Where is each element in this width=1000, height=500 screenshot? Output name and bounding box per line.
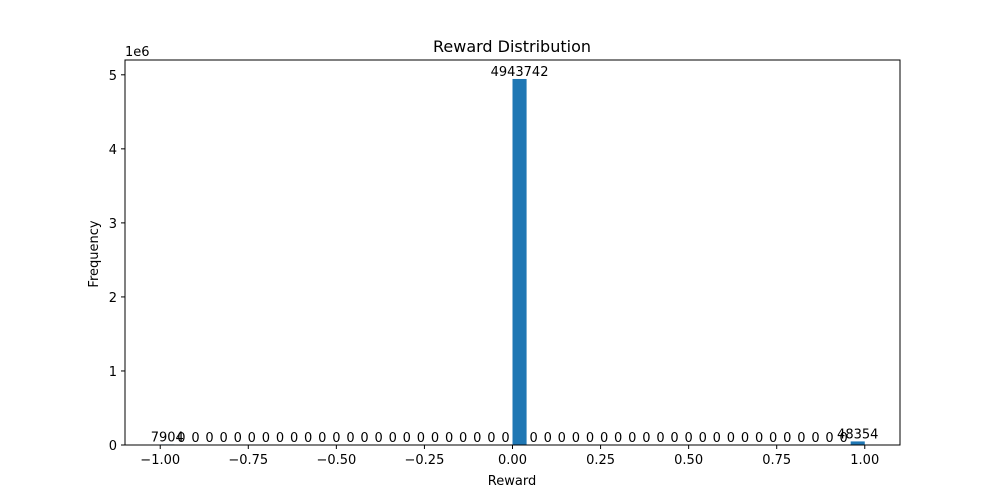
x-tick-label: −1.00 — [140, 453, 180, 468]
y-axis: 0 1 2 3 4 5 — [109, 69, 125, 454]
bar-value-label: 0 — [389, 431, 397, 446]
bar-value-label: 0 — [544, 431, 552, 446]
bar-value-label: 0 — [839, 431, 847, 446]
bar-value-label: 0 — [769, 431, 777, 446]
bar-value-label: 0 — [727, 431, 735, 446]
bar-value-label: 0 — [783, 431, 791, 446]
y-axis-scale-label: 1e6 — [125, 45, 150, 60]
bar — [850, 441, 865, 445]
bar-value-label: 0 — [572, 431, 580, 446]
plot-frame — [124, 59, 901, 446]
bar-value-label: 7904 — [151, 430, 184, 445]
bar-value-label: 0 — [684, 431, 692, 446]
x-axis-label: Reward — [488, 474, 536, 489]
x-axis: −1.00 −0.75 −0.50 −0.25 0.00 0.25 0.50 0.75 1.00 — [140, 445, 879, 468]
bar-value-label: 4943742 — [491, 65, 549, 80]
bar-value-label: 0 — [797, 431, 805, 446]
bar-value-label: 0 — [431, 431, 439, 446]
x-tick-label: −0.25 — [405, 453, 445, 468]
bars — [160, 78, 865, 445]
bar-value-label: 0 — [205, 431, 213, 446]
bar-value-label: 0 — [332, 431, 340, 446]
x-tick-label: 1.00 — [850, 453, 879, 468]
bar-value-label: 0 — [501, 431, 509, 446]
x-tick-label: 0.75 — [762, 453, 791, 468]
bar-value-label: 0 — [670, 431, 678, 446]
y-axis-label: Frequency — [87, 220, 102, 287]
bar-value-label: 0 — [713, 431, 721, 446]
bar-value-label: 0 — [276, 431, 284, 446]
bar-value-label: 0 — [248, 431, 256, 446]
y-tick-label: 1 — [109, 365, 117, 380]
bar-value-label: 0 — [656, 431, 664, 446]
bar-value-label: 0 — [586, 431, 594, 446]
y-tick-label: 5 — [109, 69, 117, 84]
bar-value-label: 0 — [374, 431, 382, 446]
bar-value-label: 0 — [177, 431, 185, 446]
bar-value-label: 0 — [558, 431, 566, 446]
bar-value-label: 0 — [699, 431, 707, 446]
y-tick-label: 3 — [109, 217, 117, 232]
bar-value-label: 0 — [473, 431, 481, 446]
bar-value-label: 48354 — [837, 427, 878, 442]
bar-value-label: 0 — [825, 431, 833, 446]
x-tick-label: 0.25 — [586, 453, 615, 468]
bar-value-label: 0 — [304, 431, 312, 446]
bar-value-label: 0 — [191, 431, 199, 446]
x-tick-label: 0.50 — [674, 453, 703, 468]
bar-value-label: 0 — [219, 431, 227, 446]
bar-value-label: 0 — [459, 431, 467, 446]
bar-value-label: 0 — [811, 431, 819, 446]
bar-value-label: 0 — [487, 431, 495, 446]
bar-value-label: 0 — [741, 431, 749, 446]
bar-value-label: 0 — [234, 431, 242, 446]
y-tick-label: 2 — [109, 291, 117, 306]
bar-value-label: 0 — [417, 431, 425, 446]
bar — [512, 78, 527, 445]
x-tick-label: −0.50 — [316, 453, 356, 468]
bar-value-label: 0 — [642, 431, 650, 446]
chart-title: Reward Distribution — [433, 37, 591, 56]
x-tick-label: −0.75 — [228, 453, 268, 468]
bar-value-label: 0 — [529, 431, 537, 446]
bar-value-label: 0 — [262, 431, 270, 446]
bar-value-label: 0 — [628, 431, 636, 446]
bar-value-label: 0 — [318, 431, 326, 446]
bar-value-label: 0 — [360, 431, 368, 446]
bar-value-label: 0 — [755, 431, 763, 446]
bar-value-label: 0 — [600, 431, 608, 446]
y-tick-label: 0 — [109, 439, 117, 454]
x-tick-label: 0.00 — [498, 453, 527, 468]
bar-value-label: 0 — [445, 431, 453, 446]
bar-value-label: 0 — [403, 431, 411, 446]
bar-value-label: 0 — [290, 431, 298, 446]
y-tick-label: 4 — [109, 143, 117, 158]
bar-value-label: 0 — [614, 431, 622, 446]
bar-value-label: 0 — [346, 431, 354, 446]
